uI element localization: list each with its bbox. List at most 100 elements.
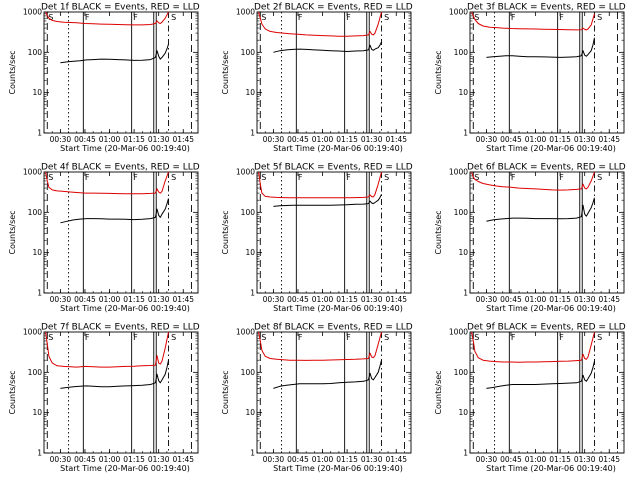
x-axis-label: Start Time (20-Mar-06 00:19:40) [60,304,190,313]
y-tick-label: 100 [454,208,469,217]
y-tick-label: 100 [241,48,256,57]
panel-title: Det 9f BLACK = Events, RED = LLD [467,323,626,333]
plot-frame [256,171,412,294]
plot-frame [469,11,625,134]
saa-marker-label: S [474,173,479,182]
x-tick-label: 00:30 [476,455,498,464]
panel-title: Det 1f BLACK = Events, RED = LLD [41,3,200,13]
y-tick-label: 1 [463,129,468,138]
lld-series-line [258,171,382,199]
x-tick-label: 01:30 [361,455,383,464]
x-tick-label: 01:45 [385,295,407,304]
x-tick-label: 01:15 [123,295,145,304]
x-tick-label: 00:45 [74,295,96,304]
x-tick-label: 00:30 [50,295,72,304]
y-tick-label: 10 [458,248,468,257]
flag-marker-label: F [346,13,351,22]
x-tick-label: 00:45 [500,455,522,464]
flag-marker-label: F [85,333,90,342]
panel-title: Det 3f BLACK = Events, RED = LLD [467,3,626,13]
saa-marker-label: S [171,13,176,22]
y-tick-label: 1 [463,289,468,298]
plot-frame [469,331,625,454]
y-tick-label: 10 [245,248,255,257]
detector-panel-4: Det 4f BLACK = Events, RED = LLD 1 10 100 10… [8,163,200,314]
flag-marker-label: F [133,13,138,22]
x-tick-label: 01:45 [598,295,620,304]
flag-marker-label: F [511,333,516,342]
saa-marker-label: S [384,173,389,182]
saa-marker-label: S [261,333,266,342]
x-tick-label: 01:00 [99,455,121,464]
x-tick-label: 00:45 [74,455,96,464]
y-axis-label: Counts/sec [434,370,443,414]
events-series-line [273,41,382,53]
x-tick-label: 01:30 [148,135,170,144]
y-tick-label: 100 [28,368,43,377]
lld-series-line [45,171,169,195]
x-tick-label: 01:30 [361,295,383,304]
x-tick-label: 01:15 [549,295,571,304]
flag-marker-label: F [298,173,303,182]
detector-panel-5: Det 5f BLACK = Events, RED = LLD 1 10 100 10… [221,163,413,314]
events-series-line [60,198,169,224]
y-axis-label: Counts/sec [221,50,230,94]
y-tick-label: 10 [458,408,468,417]
x-tick-label: 01:45 [385,135,407,144]
events-series-line [273,194,382,207]
x-axis-label: Start Time (20-Mar-06 00:19:40) [60,144,190,153]
x-tick-label: 01:00 [525,455,547,464]
panel-title: Det 7f BLACK = Events, RED = LLD [41,323,200,333]
events-series-line [60,43,169,64]
detector-panel-3: Det 3f BLACK = Events, RED = LLD 1 10 100 10… [434,3,626,154]
x-tick-label: 01:00 [312,455,334,464]
flag-marker-label: F [85,13,90,22]
flag-marker-label: F [346,333,351,342]
y-tick-label: 1000 [23,8,42,17]
saa-marker-label: S [261,13,266,22]
y-tick-label: 1000 [449,168,468,177]
x-tick-label: 00:30 [263,295,285,304]
x-tick-label: 00:30 [263,455,285,464]
y-tick-label: 1000 [23,328,42,337]
x-axis-label: Start Time (20-Mar-06 00:19:40) [486,464,616,473]
flag-marker-label: F [298,13,303,22]
x-tick-label: 01:30 [574,295,596,304]
y-tick-label: 1000 [236,328,255,337]
y-tick-label: 10 [32,88,42,97]
y-tick-label: 1000 [236,168,255,177]
x-tick-label: 01:30 [361,135,383,144]
saa-marker-label: S [474,333,479,342]
plot-frame [43,171,199,294]
y-axis-label: Counts/sec [434,210,443,254]
saa-marker-label: S [597,333,602,342]
x-tick-label: 00:30 [50,455,72,464]
x-tick-label: 00:45 [287,135,309,144]
detector-panel-6: Det 6f BLACK = Events, RED = LLD 1 10 100 10… [434,163,626,314]
y-axis-label: Counts/sec [8,370,17,414]
x-tick-label: 00:45 [74,135,96,144]
y-tick-label: 100 [28,48,43,57]
detector-panel-7: Det 7f BLACK = Events, RED = LLD 1 10 100 10… [8,323,200,474]
plot-frame [256,11,412,134]
plot-frame [43,331,199,454]
lld-series-line [45,11,169,26]
panel-title: Det 2f BLACK = Events, RED = LLD [254,3,413,13]
x-tick-label: 01:00 [99,135,121,144]
saa-marker-label: S [474,13,479,22]
y-tick-label: 100 [241,208,256,217]
flag-marker-label: F [298,333,303,342]
saa-marker-label: S [597,173,602,182]
y-tick-label: 1 [250,129,255,138]
x-tick-label: 01:15 [123,135,145,144]
y-tick-label: 1000 [449,8,468,17]
x-tick-label: 01:45 [172,455,194,464]
x-tick-label: 01:15 [336,135,358,144]
y-tick-label: 100 [241,368,256,377]
flag-marker-label: F [511,173,516,182]
x-tick-label: 01:45 [385,455,407,464]
y-tick-label: 10 [458,88,468,97]
x-tick-label: 01:30 [148,455,170,464]
flag-marker-label: F [559,333,564,342]
flag-marker-label: F [85,173,90,182]
